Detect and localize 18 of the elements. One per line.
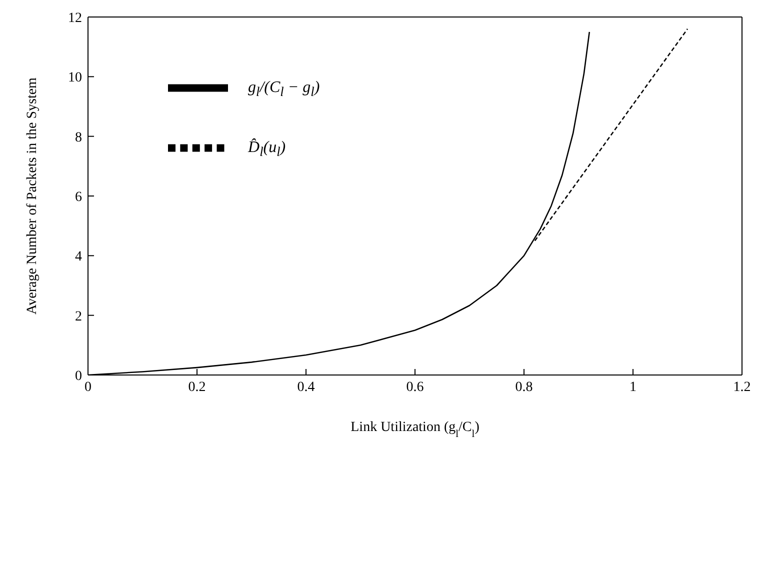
y-tick-label: 4	[75, 250, 82, 265]
x-tick-label: 0.4	[297, 380, 315, 395]
x-tick-label: 1.2	[733, 380, 751, 395]
x-tick-label: 0.8	[515, 380, 533, 395]
y-tick-label: 10	[68, 70, 82, 86]
y-axis-title: Average Number of Packets in the System	[25, 77, 40, 314]
x-tick-label: 0.2	[188, 380, 206, 395]
y-tick-label: 6	[75, 190, 82, 205]
x-tick-label: 1	[630, 380, 636, 395]
y-tick-label: 12	[68, 10, 82, 26]
y-tick-label: 2	[75, 309, 82, 324]
legend-label: g$_{l}$/(C$_{l}$ − g$_{l}$)	[248, 78, 320, 99]
y-tick-label: 8	[75, 130, 82, 146]
x-tick-label: 0.6	[406, 380, 424, 395]
y-tick-label: 0	[75, 368, 82, 384]
x-axis-title: Link Utilization (g$_{l}$/C$_{l}$)	[350, 420, 480, 440]
x-tick-label: 0	[84, 380, 92, 395]
legend-label: D̂$_{l}$(u$_{l}$)	[248, 138, 286, 159]
